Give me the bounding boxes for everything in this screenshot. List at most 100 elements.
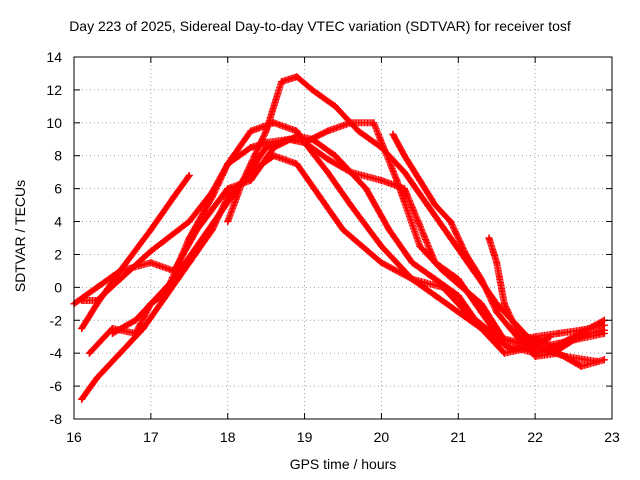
- data-point: [389, 130, 397, 138]
- data-point: [247, 176, 255, 184]
- data-point: [400, 185, 408, 193]
- data-point: [408, 259, 416, 267]
- data-point: [147, 300, 155, 308]
- data-point: [239, 176, 247, 184]
- data-point: [416, 176, 424, 184]
- data-point: [293, 132, 301, 140]
- data-point: [147, 247, 155, 255]
- data-point: [347, 201, 355, 209]
- data-point: [377, 144, 385, 151]
- data-point: [93, 283, 101, 291]
- y-tick-label: -4: [50, 345, 63, 361]
- y-tick-label: 12: [46, 82, 62, 98]
- data-point: [377, 259, 385, 267]
- x-tick-label: 19: [297, 429, 313, 445]
- series-track-9: [485, 234, 608, 354]
- data-point: [493, 333, 501, 341]
- data-point: [147, 259, 155, 267]
- data-point: [570, 336, 578, 344]
- x-axis-label: GPS time / hours: [289, 456, 397, 472]
- data-point: [439, 267, 447, 275]
- data-point: [170, 267, 178, 275]
- data-point: [454, 280, 462, 288]
- data-point: [78, 325, 86, 332]
- data-point: [170, 275, 178, 283]
- data-point: [431, 275, 439, 283]
- data-point: [331, 102, 339, 110]
- data-point: [293, 160, 301, 168]
- data-point: [262, 144, 270, 151]
- x-tick-label: 23: [604, 429, 620, 445]
- data-point: [516, 333, 524, 341]
- data-point: [270, 152, 278, 160]
- data-point: [393, 176, 401, 184]
- data-point: [224, 218, 232, 226]
- data-point: [116, 349, 124, 357]
- series-layer: [70, 73, 608, 403]
- data-point: [431, 292, 439, 300]
- data-point: [477, 275, 485, 283]
- data-point: [416, 242, 424, 250]
- data-point: [93, 300, 101, 308]
- data-point: [193, 226, 201, 234]
- data-point: [131, 329, 139, 337]
- data-point: [278, 78, 286, 86]
- data-point: [354, 127, 362, 135]
- data-point: [216, 209, 224, 217]
- data-point: [262, 127, 270, 135]
- data-point: [531, 333, 539, 341]
- x-tick-label: 20: [374, 429, 390, 445]
- data-point: [377, 176, 385, 184]
- data-point: [585, 329, 593, 337]
- y-tick-label: -2: [50, 312, 63, 328]
- x-tick-label: 22: [527, 429, 543, 445]
- x-tick-label: 18: [220, 429, 236, 445]
- data-point: [462, 250, 470, 258]
- data-point: [454, 308, 462, 316]
- data-point: [270, 119, 278, 127]
- data-point: [93, 374, 101, 382]
- data-point: [424, 201, 432, 209]
- y-axis-label: SDTVAR / TECUs: [12, 179, 28, 293]
- data-point: [247, 144, 255, 151]
- data-point: [131, 316, 139, 324]
- data-point: [108, 329, 116, 337]
- y-tick-label: 0: [54, 279, 62, 295]
- data-point: [139, 325, 147, 332]
- data-point: [224, 185, 232, 193]
- data-point: [324, 168, 332, 176]
- data-point: [554, 346, 562, 354]
- data-point: [85, 349, 93, 357]
- data-point: [339, 226, 347, 234]
- y-tick-label: 10: [46, 115, 62, 131]
- data-point: [400, 152, 408, 160]
- data-point: [600, 326, 608, 334]
- series-markers: [78, 135, 608, 357]
- data-point: [477, 300, 485, 308]
- data-point: [208, 193, 216, 201]
- y-tick-label: 4: [54, 214, 62, 230]
- y-tick-label: 6: [54, 181, 62, 197]
- series-track-1: [78, 135, 608, 357]
- series-markers: [78, 171, 193, 332]
- y-tick-label: 14: [46, 49, 62, 65]
- data-point: [170, 193, 178, 201]
- y-tick-label: -8: [50, 411, 63, 427]
- x-tick-label: 17: [143, 429, 159, 445]
- y-tick-label: -6: [50, 378, 63, 394]
- data-point: [324, 155, 332, 163]
- data-point: [247, 127, 255, 135]
- data-point: [308, 86, 316, 94]
- series-track-2: [78, 171, 193, 332]
- data-point: [531, 341, 539, 349]
- data-point: [385, 226, 393, 234]
- data-point: [554, 329, 562, 337]
- data-point: [331, 152, 339, 160]
- data-point: [593, 357, 601, 365]
- data-point: [500, 336, 508, 344]
- data-point: [447, 234, 455, 242]
- data-point: [493, 308, 501, 316]
- data-point: [224, 160, 232, 168]
- series-track-4: [85, 119, 608, 370]
- data-point: [577, 362, 585, 370]
